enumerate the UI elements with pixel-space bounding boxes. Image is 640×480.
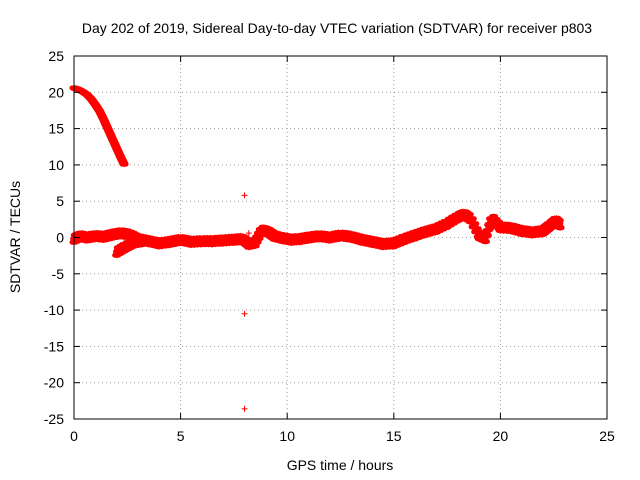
data-point [241, 192, 248, 199]
y-tick-label: -15 [44, 338, 64, 354]
data-layer [69, 84, 565, 412]
x-tick-label: 20 [493, 428, 509, 444]
axes: 0 5 10 15 20 25 -25 -20 -15 -10 -5 0 5 10 15 20 25 [44, 48, 615, 444]
chart-title: Day 202 of 2019, Sidereal Day-to-day VTE… [82, 20, 592, 36]
y-tick-label: 10 [48, 157, 64, 173]
y-tick-label: 25 [48, 48, 64, 64]
data-point [241, 310, 248, 317]
x-tick-label: 5 [177, 428, 185, 444]
grid [74, 56, 607, 419]
data-point [433, 227, 440, 234]
y-tick-label: -10 [44, 302, 64, 318]
data-point [241, 405, 248, 412]
x-tick-label: 15 [386, 428, 402, 444]
x-tick-label: 25 [599, 428, 615, 444]
x-tick-label: 10 [279, 428, 295, 444]
y-tick-label: 5 [56, 193, 64, 209]
y-tick-label: -5 [52, 266, 65, 282]
y-axis-label: SDTVAR / TECUs [7, 181, 23, 293]
x-tick-label: 0 [70, 428, 78, 444]
x-axis-label: GPS time / hours [287, 457, 394, 473]
y-tick-label: 15 [48, 121, 64, 137]
y-tick-label: -25 [44, 411, 64, 427]
y-tick-label: -20 [44, 375, 64, 391]
y-tick-label: 0 [56, 230, 64, 246]
data-point [245, 230, 252, 237]
data-point [420, 231, 427, 238]
y-tick-label: 20 [48, 84, 64, 100]
